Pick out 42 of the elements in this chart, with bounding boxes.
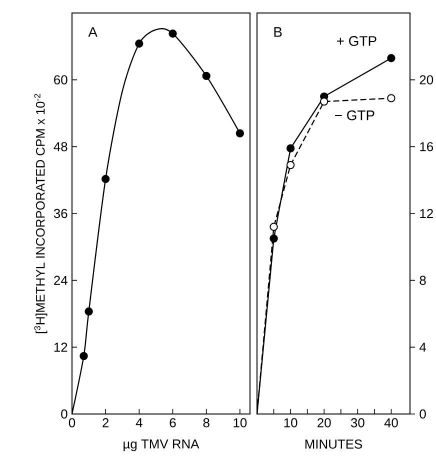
y-tick-label: 20 [420, 75, 434, 84]
x-tick-label: 2 [102, 418, 109, 428]
y-tick-label: 60 [54, 75, 68, 84]
annotation: A [88, 27, 98, 37]
point [236, 129, 244, 138]
x-tick-label: 4 [136, 418, 142, 428]
point [270, 222, 278, 231]
y-tick-label: 16 [420, 142, 434, 152]
point [168, 30, 177, 38]
y-tick-label: 36 [54, 208, 68, 218]
y-tick-label: 12 [54, 342, 68, 352]
y-tick-label: 8 [420, 276, 426, 285]
point [286, 144, 295, 152]
y-tick-label: 48 [54, 142, 68, 152]
point [387, 54, 396, 62]
x-tick-label: 6 [170, 418, 176, 428]
point [84, 307, 93, 316]
series-label: + GTP [337, 36, 376, 46]
point [202, 72, 210, 80]
x-tick-label: 20 [318, 418, 331, 428]
point [80, 352, 88, 360]
x-axis-title: µg TMV RNA [124, 440, 200, 452]
point [135, 40, 144, 48]
x-tick-label: 8 [203, 418, 210, 428]
annotation: B [274, 27, 282, 37]
x-axis-title: MINUTES [305, 440, 362, 449]
y-tick-label: 0 [420, 409, 426, 419]
x-tick-label: 40 [384, 418, 398, 428]
series-label: − GTP [335, 110, 374, 120]
point [101, 174, 110, 184]
point [387, 94, 396, 102]
y-tick-label: 24 [54, 276, 68, 285]
y-axis-title: [$^{3}$H]METHYL INCORPORATED CPM x 10$^{-2}$ [34, 94, 48, 334]
point [286, 160, 295, 170]
x-tick-label: 30 [350, 418, 364, 428]
x-tick-label: 10 [284, 418, 298, 428]
y-tick-label: 4 [419, 342, 426, 352]
x-tick-label: 10 [234, 418, 247, 428]
y-tick-label: 0 [61, 409, 68, 419]
y-tick-label: 12 [420, 208, 433, 218]
point [270, 234, 278, 243]
x-tick-label: 0 [68, 418, 76, 428]
